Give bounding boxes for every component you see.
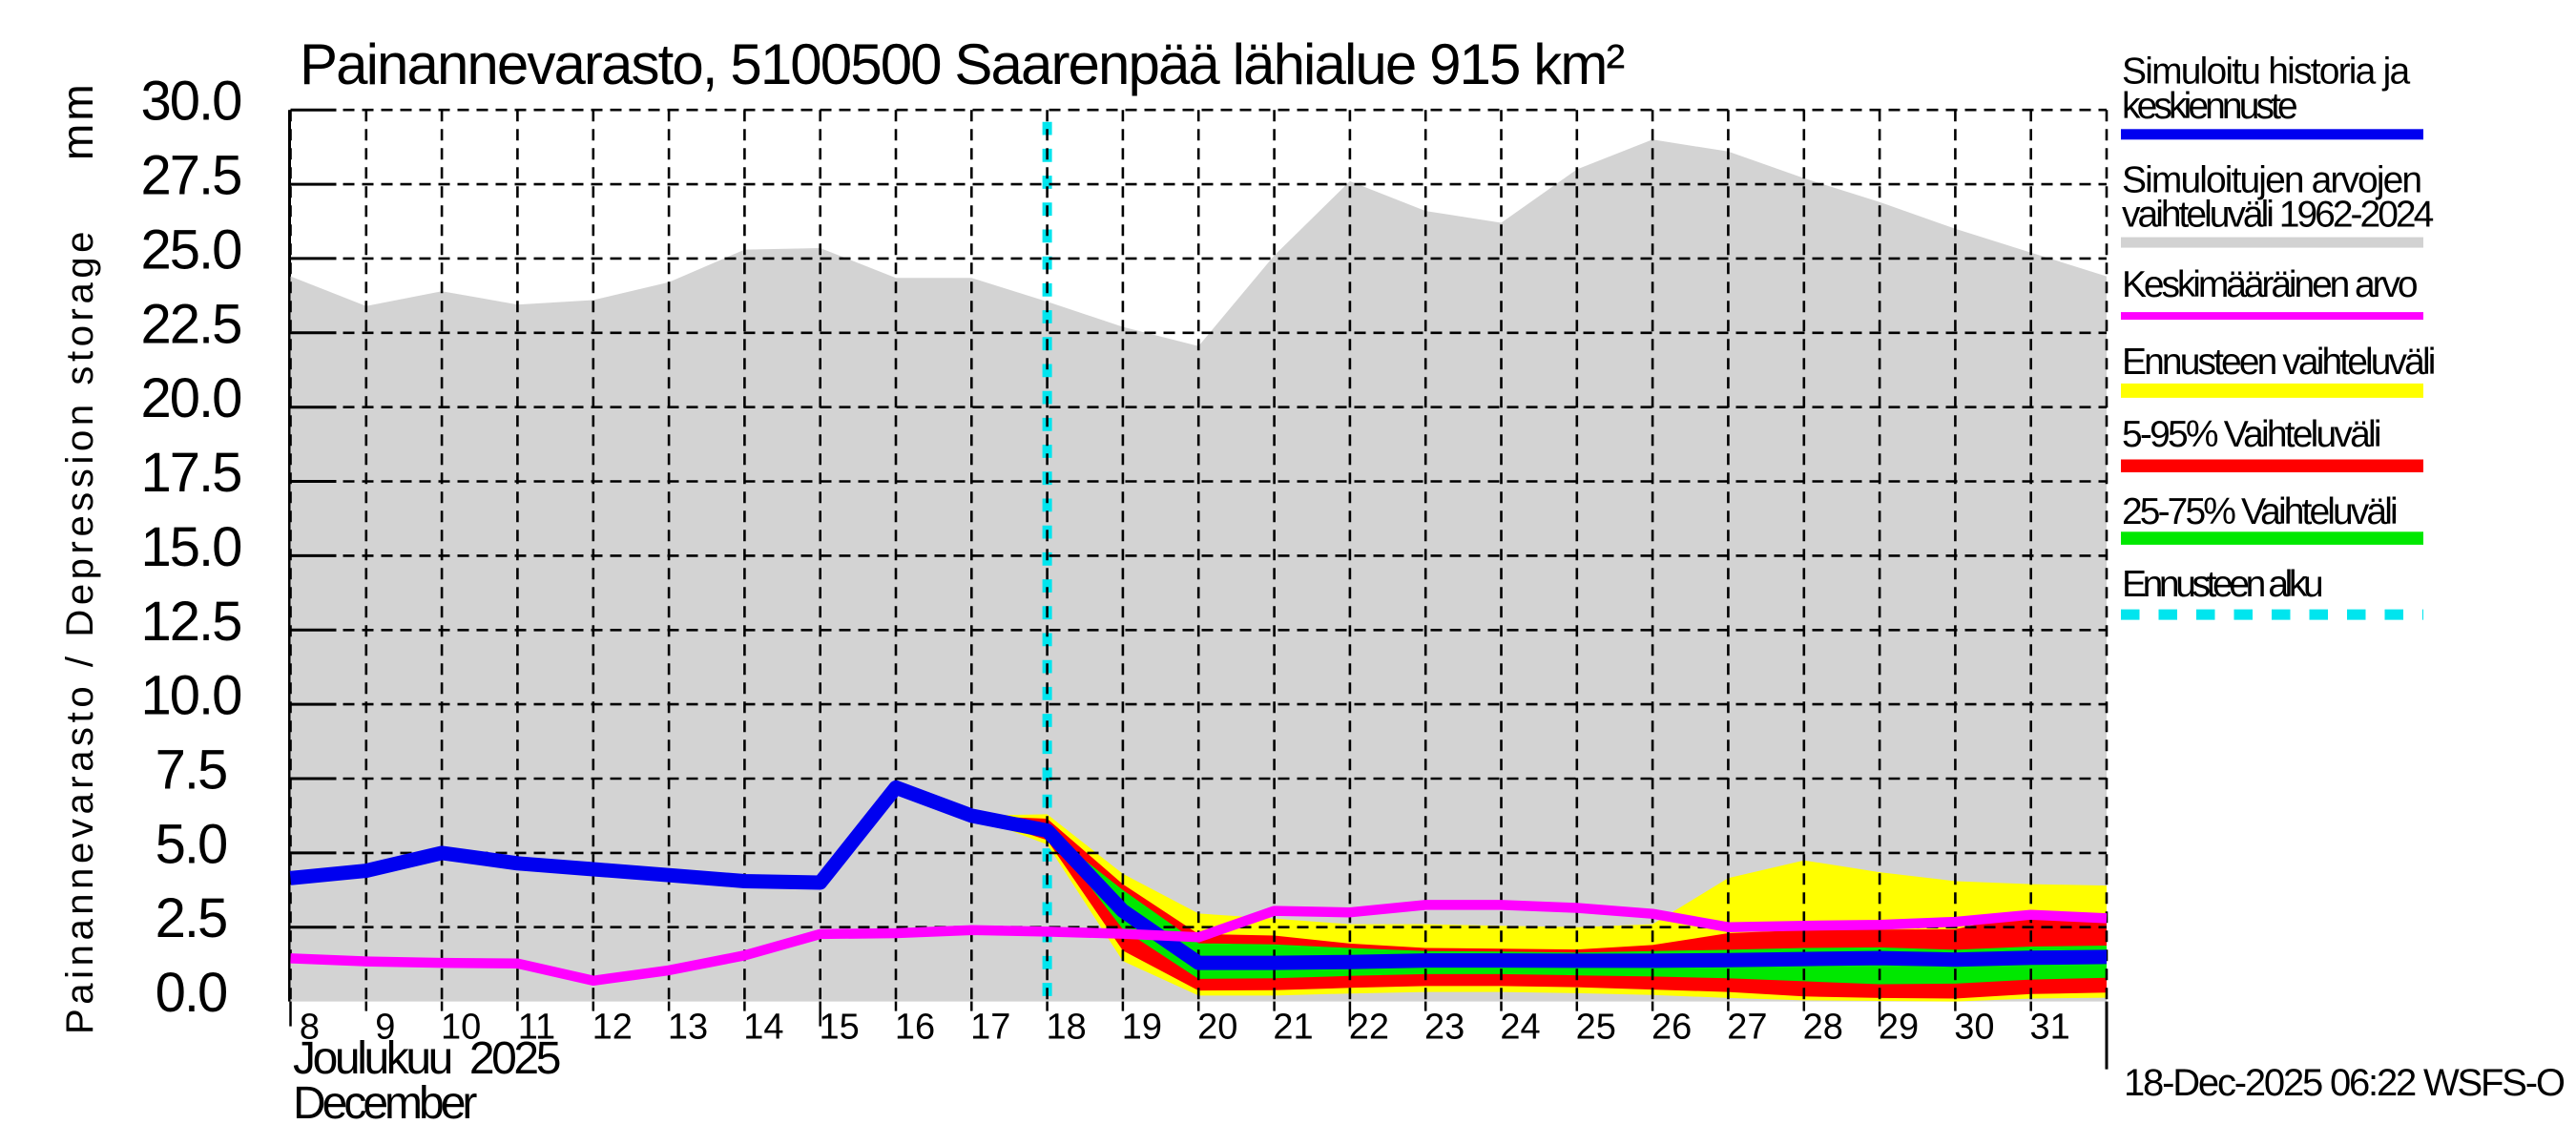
- svg-text:25.0: 25.0: [141, 219, 241, 281]
- svg-text:5.0: 5.0: [156, 813, 227, 875]
- svg-text:20.0: 20.0: [141, 367, 241, 429]
- svg-text:10: 10: [441, 1008, 481, 1048]
- svg-text:18-Dec-2025 06:22 WSFS-O: 18-Dec-2025 06:22 WSFS-O: [2124, 1062, 2565, 1104]
- svg-text:0.0: 0.0: [156, 962, 227, 1024]
- svg-text:28: 28: [1803, 1008, 1843, 1048]
- svg-text:8: 8: [300, 1008, 320, 1048]
- svg-text:11: 11: [518, 1008, 555, 1048]
- svg-text:17.5: 17.5: [141, 442, 241, 504]
- svg-text:Simuloitujen arvojen: Simuloitujen arvojen: [2122, 159, 2420, 200]
- svg-text:vaihteluväli 1962-2024: vaihteluväli 1962-2024: [2122, 195, 2434, 236]
- svg-text:30.0: 30.0: [141, 71, 241, 133]
- svg-text:Painannevarasto / Depression s: Painannevarasto / Depression storage: [59, 227, 101, 1034]
- svg-text:Ennusteen vaihteluväli: Ennusteen vaihteluväli: [2122, 342, 2435, 383]
- svg-text:mm: mm: [52, 81, 102, 160]
- svg-text:25: 25: [1576, 1008, 1616, 1048]
- svg-text:25-75% Vaihteluväli: 25-75% Vaihteluväli: [2122, 491, 2397, 532]
- svg-text:24: 24: [1500, 1008, 1540, 1048]
- svg-text:29: 29: [1879, 1008, 1919, 1048]
- svg-text:keskiennuste: keskiennuste: [2122, 86, 2296, 127]
- svg-text:22.5: 22.5: [141, 293, 241, 355]
- svg-text:14: 14: [743, 1008, 783, 1048]
- svg-text:22: 22: [1349, 1008, 1389, 1048]
- svg-text:15: 15: [820, 1008, 860, 1048]
- svg-text:10.0: 10.0: [141, 665, 241, 727]
- svg-text:2.5: 2.5: [156, 887, 227, 949]
- svg-text:31: 31: [2030, 1008, 2070, 1048]
- svg-text:12: 12: [592, 1008, 633, 1048]
- svg-text:20: 20: [1197, 1008, 1237, 1048]
- svg-text:Joulukuu 2025: Joulukuu 2025: [293, 1033, 560, 1084]
- svg-text:7.5: 7.5: [156, 739, 227, 801]
- svg-text:21: 21: [1273, 1008, 1313, 1048]
- svg-text:5-95% Vaihteluväli: 5-95% Vaihteluväli: [2122, 414, 2380, 455]
- svg-text:27.5: 27.5: [141, 145, 241, 207]
- svg-text:9: 9: [375, 1008, 395, 1048]
- svg-text:27: 27: [1727, 1008, 1767, 1048]
- svg-text:16: 16: [895, 1008, 935, 1048]
- svg-text:Painannevarasto, 5100500 Saare: Painannevarasto, 5100500 Saarenpää lähia…: [300, 32, 1624, 96]
- svg-text:23: 23: [1424, 1008, 1465, 1048]
- svg-text:15.0: 15.0: [141, 516, 241, 578]
- svg-text:13: 13: [668, 1008, 708, 1048]
- svg-text:18: 18: [1046, 1008, 1086, 1048]
- svg-text:19: 19: [1122, 1008, 1162, 1048]
- svg-text:Keskimääräinen arvo: Keskimääräinen arvo: [2122, 264, 2418, 305]
- svg-text:December: December: [293, 1078, 477, 1129]
- svg-text:12.5: 12.5: [141, 591, 241, 653]
- svg-text:Simuloitu historia ja: Simuloitu historia ja: [2122, 52, 2410, 93]
- svg-text:Ennusteen alku: Ennusteen alku: [2122, 564, 2322, 605]
- svg-text:17: 17: [970, 1008, 1010, 1048]
- svg-text:26: 26: [1652, 1008, 1692, 1048]
- svg-text:30: 30: [1954, 1008, 1994, 1048]
